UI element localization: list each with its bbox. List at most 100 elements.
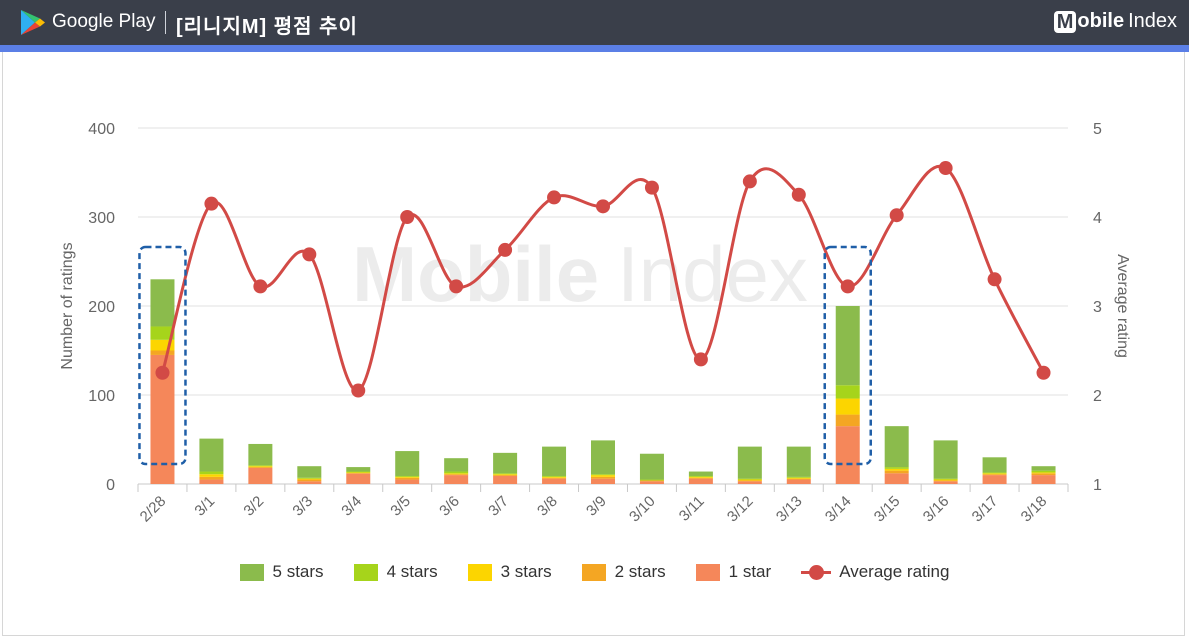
bar-segment <box>248 467 273 468</box>
bar-segment <box>493 475 518 476</box>
watermark-bold: Mobile <box>352 230 599 318</box>
bar-segment <box>493 452 518 474</box>
y-right-tick-label: 3 <box>1093 299 1102 316</box>
bar-segment <box>199 438 224 472</box>
average-rating-point <box>547 190 562 205</box>
x-tick-label: 3/5 <box>387 493 414 520</box>
y-right-tick-label: 5 <box>1093 121 1102 138</box>
x-tick-label: 3/15 <box>871 493 904 526</box>
bar-segment <box>248 466 273 468</box>
bar-segment <box>150 279 175 327</box>
legend-item[interactable]: Average rating <box>801 562 949 582</box>
bar-segment <box>591 476 615 479</box>
x-tick-label: 3/2 <box>240 493 267 520</box>
bar-segment <box>1031 472 1056 474</box>
bar-segment <box>297 477 322 479</box>
x-tick-label: 3/18 <box>1018 493 1051 526</box>
legend-item[interactable]: 1 star <box>695 562 772 582</box>
bar-segment <box>444 471 469 474</box>
bar-segment <box>688 476 713 478</box>
bar-segment <box>297 479 322 482</box>
bar-segment <box>786 479 811 484</box>
brand-name-light: Index <box>1128 10 1177 32</box>
bar-segment <box>346 472 371 474</box>
legend-item[interactable]: 4 stars <box>353 562 438 582</box>
bar-segment <box>639 481 664 484</box>
bar-segment <box>639 479 664 481</box>
bar-segment <box>150 326 175 340</box>
x-tick-label: 3/11 <box>676 493 708 525</box>
bar-segment <box>933 440 958 479</box>
highlight-box <box>138 245 187 466</box>
bar-segment <box>982 473 1007 475</box>
bar-segment <box>933 478 958 480</box>
x-tick-label: 3/8 <box>534 493 561 520</box>
bar-segment <box>1031 473 1056 476</box>
bar-segment <box>248 467 273 484</box>
bar-segment <box>493 474 518 476</box>
watermark-light: Index <box>617 230 808 318</box>
bar-segment <box>493 475 518 484</box>
grid <box>138 127 1068 485</box>
bar-segment <box>150 339 175 351</box>
bar-segment <box>639 453 664 480</box>
x-tick-label: 3/12 <box>724 493 757 526</box>
bar-segment <box>542 446 567 476</box>
bar-segment <box>591 475 615 477</box>
bar-segment <box>688 475 713 477</box>
bar-segment <box>688 477 713 479</box>
header-divider <box>165 11 166 34</box>
bar-segment <box>248 443 273 466</box>
legend-label: 4 stars <box>386 562 438 581</box>
x-tick-label: 2/28 <box>137 493 170 526</box>
average-rating-point <box>644 180 659 195</box>
bar-segment <box>884 473 909 484</box>
average-line <box>155 161 1051 398</box>
bar-segment <box>395 479 420 484</box>
average-rating-point <box>938 161 953 176</box>
average-rating-point <box>498 242 513 257</box>
average-rating-point <box>987 272 1002 287</box>
average-rating-point <box>400 210 415 224</box>
bar-segment <box>297 481 322 484</box>
bar-segment <box>737 480 762 482</box>
average-rating-point <box>596 199 610 214</box>
bar-segment <box>395 475 420 477</box>
watermark: Mobile Index <box>352 230 808 318</box>
x-tick-label: 3/13 <box>773 493 806 526</box>
average-rating-point <box>742 174 757 189</box>
bar-segment <box>591 440 615 475</box>
bars <box>150 279 1056 484</box>
bar-segment <box>542 477 567 479</box>
y-right-tick-label: 2 <box>1093 388 1102 405</box>
legend-item[interactable]: 2 stars <box>581 562 666 582</box>
bar-segment <box>982 475 1007 484</box>
legend-item[interactable]: 5 stars <box>239 562 324 582</box>
legend-swatch <box>581 563 606 581</box>
average-rating-point <box>693 352 708 367</box>
y-right-axis-title: Average rating <box>1114 254 1131 358</box>
bar-segment <box>835 426 860 484</box>
average-rating-point <box>889 208 904 223</box>
bar-segment <box>444 475 469 484</box>
y-left-tick-label: 200 <box>88 299 115 316</box>
bar-segment <box>639 480 664 482</box>
legend-label: 5 stars <box>272 562 324 581</box>
bar-segment <box>591 474 615 476</box>
legend-label: 1 star <box>728 562 772 581</box>
bar-segment <box>395 451 420 476</box>
bar-segment <box>884 426 909 468</box>
legend-item[interactable]: 3 stars <box>467 562 552 582</box>
y-left-tick-label: 300 <box>88 210 115 227</box>
average-rating-point <box>253 279 268 294</box>
bar-segment <box>150 350 175 355</box>
bar-segment <box>982 457 1007 473</box>
bar-segment <box>199 471 224 475</box>
bar-segment <box>297 478 322 480</box>
y-left-tick-label: 400 <box>88 121 115 138</box>
legend-swatch <box>353 563 378 581</box>
bar-segment <box>395 477 420 480</box>
legend-swatch <box>239 563 264 581</box>
